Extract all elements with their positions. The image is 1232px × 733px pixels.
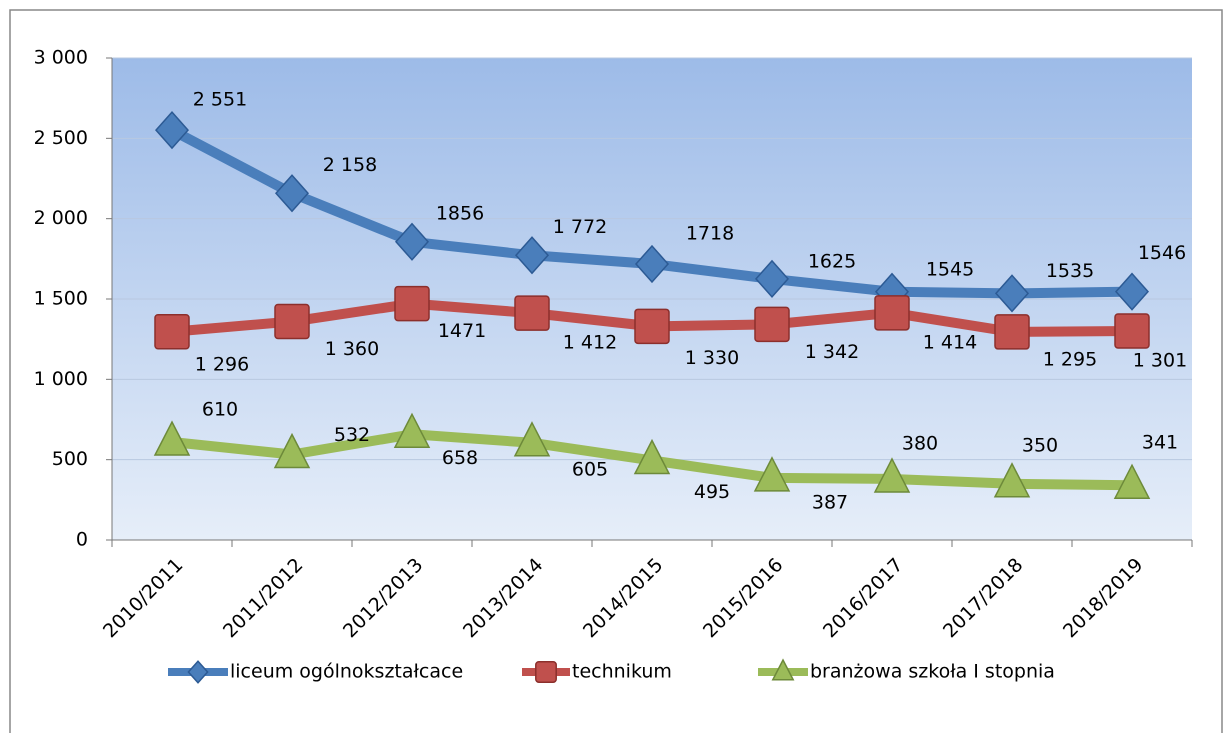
marker [994,314,1030,350]
marker [633,438,671,475]
x-tick-label: 2011/2012 [219,554,307,642]
marker [874,295,910,331]
legend-label: branżowa szkoła I stopnia [810,661,1055,683]
marker [153,420,191,456]
marker [634,308,670,345]
marker [154,314,190,350]
marker [1113,463,1151,499]
data-label: 1 772 [553,216,607,238]
chart-frame [9,9,1223,733]
marker [994,274,1030,313]
marker [754,306,790,343]
data-label: 1535 [1046,260,1094,282]
marker [394,222,430,261]
marker [754,259,790,299]
data-label: 658 [442,447,478,469]
y-tick-label: 500 [52,448,88,470]
data-label: 605 [572,458,608,480]
legend-label: technikum [572,661,672,683]
marker [993,462,1031,498]
legend-marker [187,660,209,684]
marker [753,456,791,492]
x-tick-label: 2014/2015 [579,554,667,642]
marker [514,295,550,331]
marker [274,174,310,213]
marker [514,236,550,275]
marker [1114,313,1150,349]
data-label: 495 [694,481,730,503]
data-label: 1 330 [685,347,739,369]
data-label: 1625 [808,250,856,272]
y-tick-label: 0 [76,529,88,551]
data-label: 1546 [1138,242,1186,264]
data-label: 350 [1022,434,1058,456]
data-label: 1 342 [805,341,859,363]
legend-marker [771,658,795,681]
y-tick-label: 3 000 [34,47,88,69]
data-label: 1856 [436,202,484,224]
x-tick-label: 2012/2013 [339,554,427,642]
data-label: 380 [902,432,938,454]
data-label: 1 414 [923,331,977,353]
marker [393,412,431,449]
marker [273,432,311,469]
data-label: 2 551 [193,89,247,111]
marker [1114,272,1150,311]
data-label: 1471 [438,320,486,342]
data-label: 1 296 [195,353,249,375]
marker [394,285,430,322]
data-label: 532 [334,424,370,446]
data-label: 341 [1142,432,1178,454]
y-tick-label: 1 000 [34,368,88,390]
x-tick-label: 2018/2019 [1059,554,1147,642]
x-tick-label: 2016/2017 [819,554,907,642]
data-label: 1545 [926,258,974,280]
marker [513,421,551,457]
data-label: 1 360 [325,338,379,360]
marker [634,244,670,284]
legend-marker [535,661,557,683]
y-tick-label: 2 500 [34,127,88,149]
y-tick-label: 1 500 [34,288,88,310]
data-label: 1 301 [1133,349,1187,371]
data-label: 387 [812,491,848,513]
x-tick-label: 2017/2018 [939,554,1027,642]
marker [873,457,911,493]
legend-label: liceum ogólnokształcace [230,661,463,683]
x-tick-label: 2013/2014 [459,554,547,642]
data-label: 1 295 [1043,348,1097,370]
data-label: 2 158 [323,154,377,176]
marker [274,303,310,340]
data-label: 1 412 [563,332,617,354]
x-tick-label: 2010/2011 [99,554,187,642]
x-tick-label: 2015/2016 [699,554,787,642]
y-tick-label: 2 000 [34,207,88,229]
marker [154,111,190,150]
data-label: 1718 [686,222,734,244]
data-label: 610 [202,398,238,420]
